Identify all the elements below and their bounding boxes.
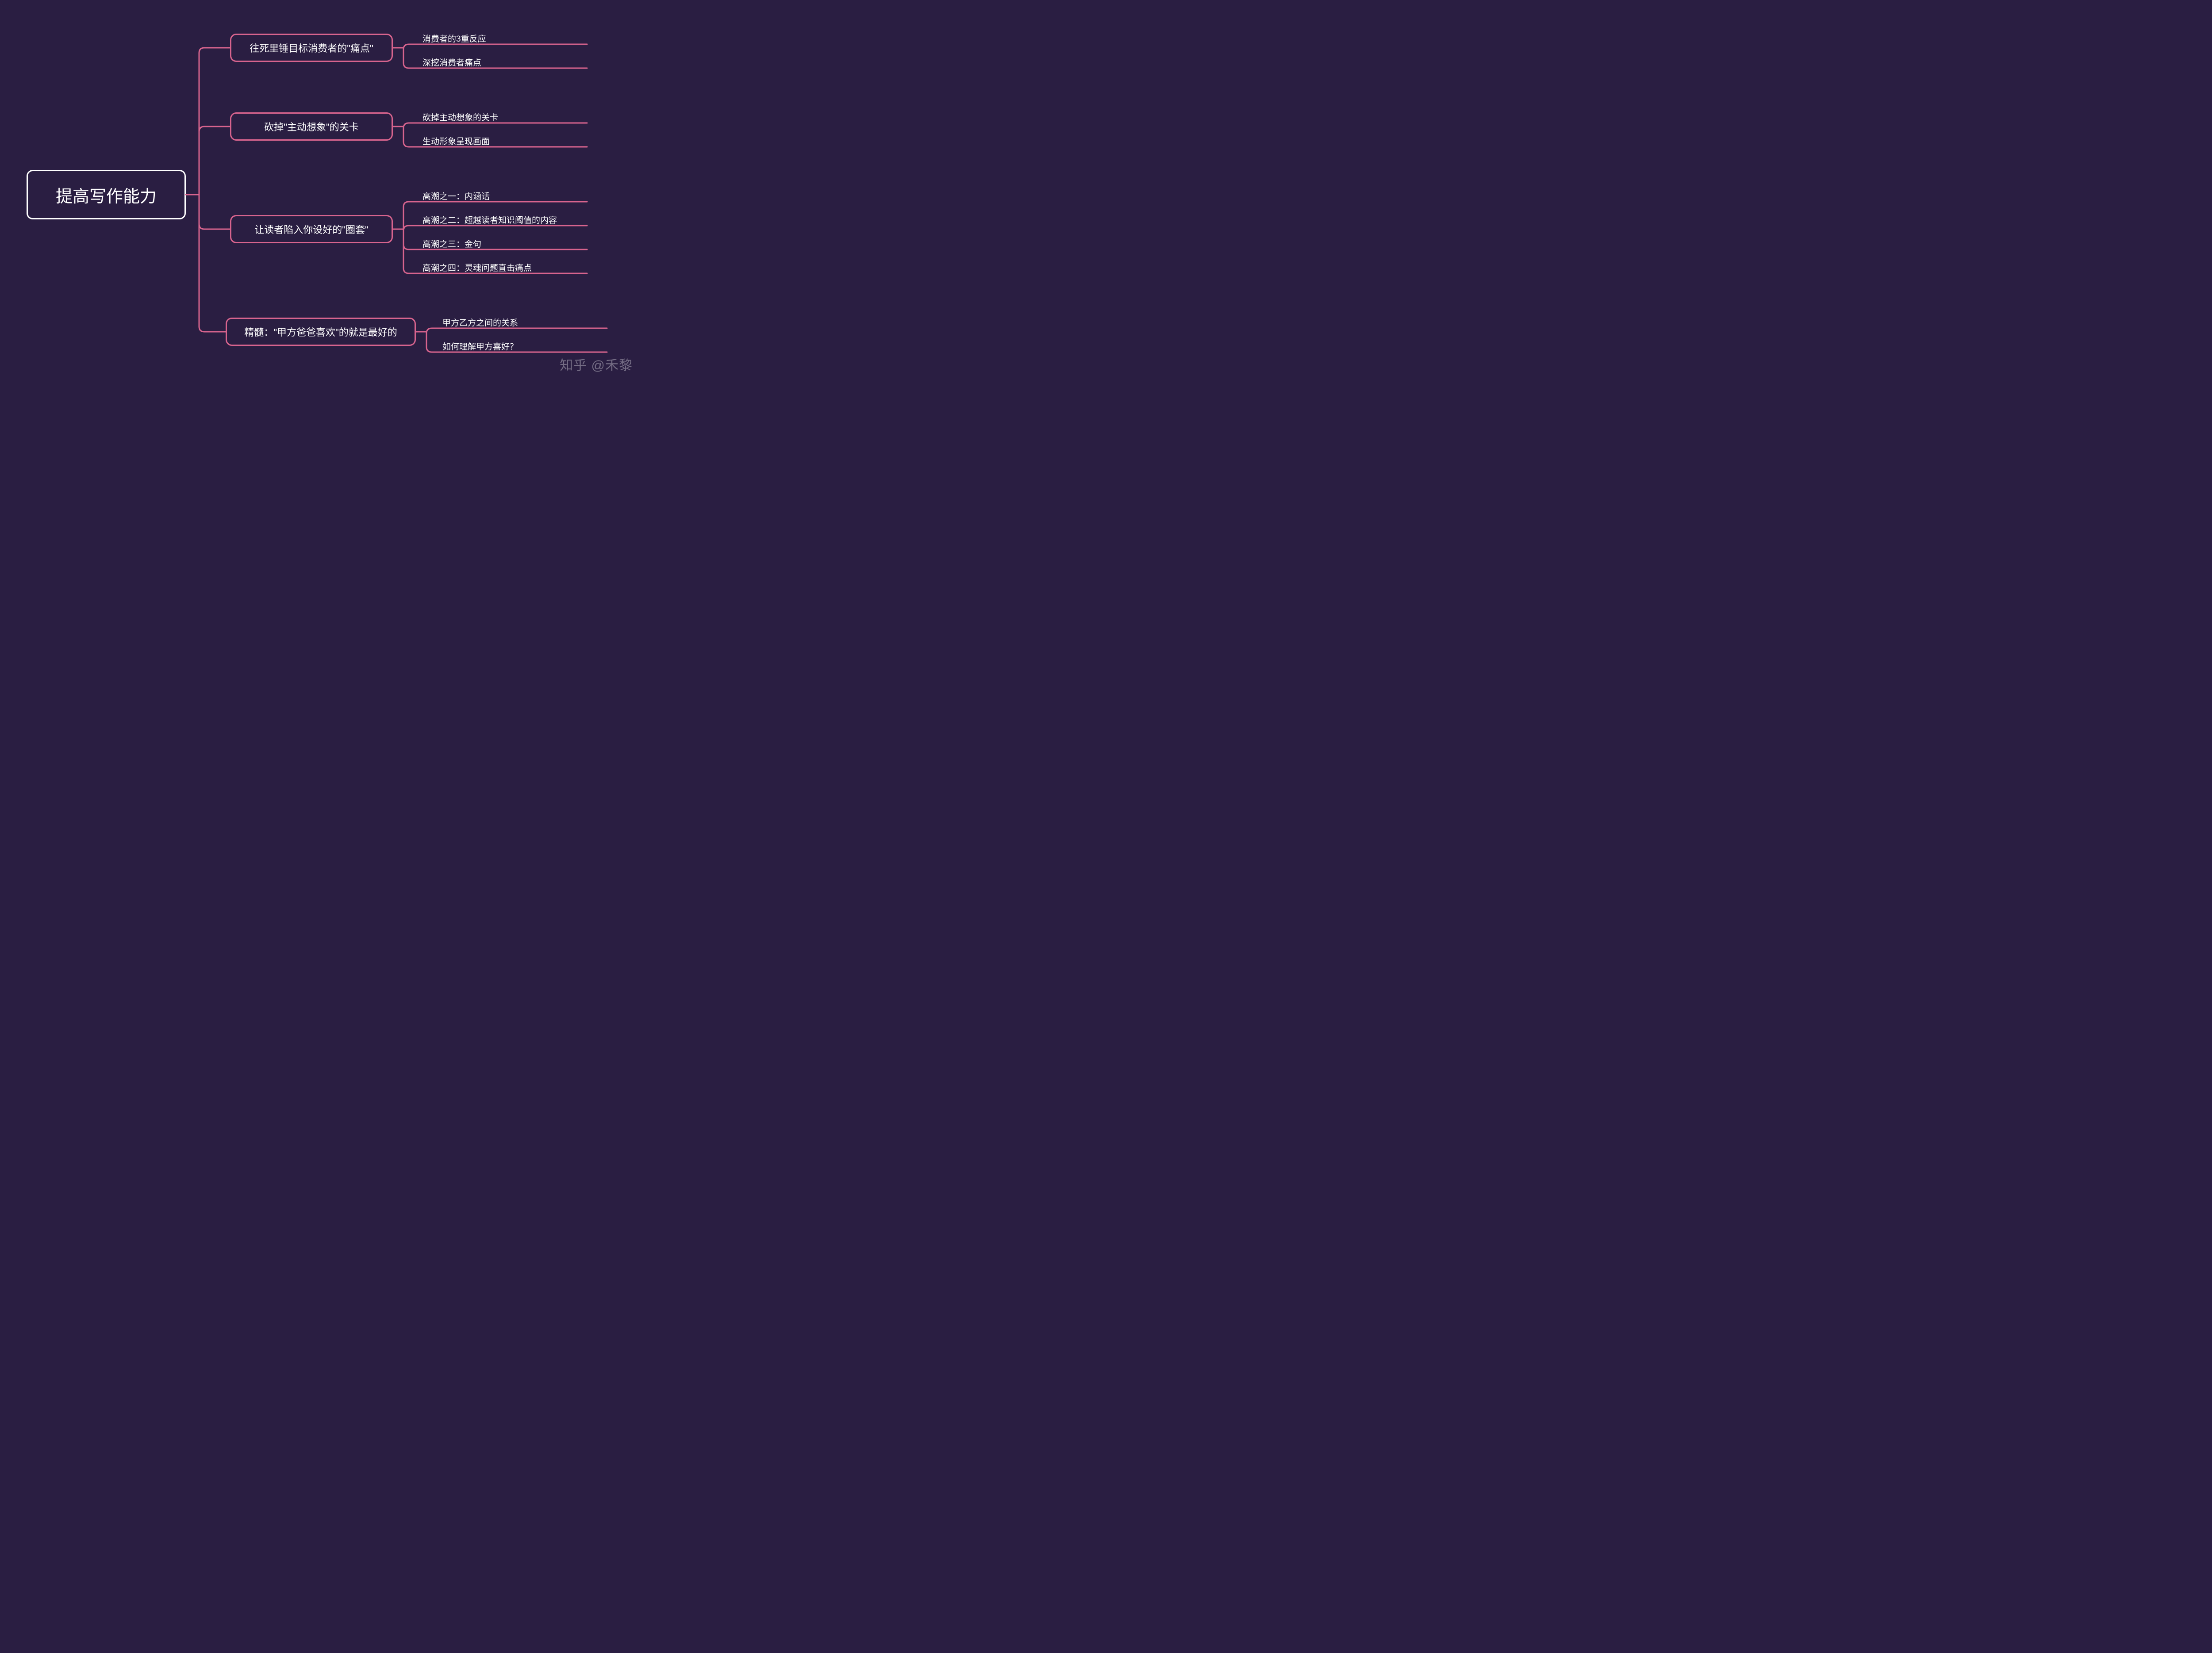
root-node: 提高写作能力: [27, 170, 186, 219]
leaf-node-2-0: 高潮之一：内涵话: [422, 189, 490, 202]
branch-node-3: 精髓："甲方爸爸喜欢"的就是最好的: [226, 318, 416, 346]
watermark: 知乎 @禾黎: [560, 354, 633, 374]
leaf-node-0-0: 消费者的3重反应: [422, 32, 486, 44]
leaf-node-2-1: 高潮之二：超越读者知识阈值的内容: [422, 213, 557, 226]
leaf-node-0-1-label: 深挖消费者痛点: [422, 56, 481, 68]
branch-node-0-label: 往死里锤目标消费者的"痛点": [250, 41, 373, 55]
leaf-node-2-0-label: 高潮之一：内涵话: [422, 190, 490, 202]
leaf-node-2-3: 高潮之四：灵魂问题直击痛点: [422, 261, 532, 273]
root-node-label: 提高写作能力: [56, 183, 157, 207]
leaf-node-3-0-label: 甲方乙方之间的关系: [442, 316, 518, 328]
leaf-node-3-0: 甲方乙方之间的关系: [442, 316, 518, 328]
leaf-node-3-1-label: 如何理解甲方喜好？: [442, 340, 518, 352]
leaf-node-1-0: 砍掉主动想象的关卡: [422, 111, 498, 123]
leaf-node-2-1-label: 高潮之二：超越读者知识阈值的内容: [422, 214, 557, 226]
branch-node-0: 往死里锤目标消费者的"痛点": [230, 34, 393, 62]
branch-node-2: 让读者陷入你设好的"圈套": [230, 215, 393, 243]
leaf-node-1-0-label: 砍掉主动想象的关卡: [422, 111, 498, 123]
branch-node-2-label: 让读者陷入你设好的"圈套": [254, 222, 369, 236]
branch-node-1: 砍掉"主动想象"的关卡: [230, 112, 393, 141]
leaf-node-2-2: 高潮之三：金句: [422, 237, 481, 249]
branch-node-3-label: 精髓："甲方爸爸喜欢"的就是最好的: [244, 325, 397, 339]
branch-node-1-label: 砍掉"主动想象"的关卡: [264, 119, 359, 134]
leaf-node-0-0-label: 消费者的3重反应: [422, 32, 486, 44]
leaf-node-2-3-label: 高潮之四：灵魂问题直击痛点: [422, 261, 532, 273]
leaf-node-0-1: 深挖消费者痛点: [422, 56, 481, 68]
leaf-node-1-1: 生动形象呈现画面: [422, 134, 490, 147]
leaf-node-2-2-label: 高潮之三：金句: [422, 238, 481, 249]
leaf-node-1-1-label: 生动形象呈现画面: [422, 135, 490, 147]
leaf-node-3-1: 如何理解甲方喜好？: [442, 340, 518, 352]
